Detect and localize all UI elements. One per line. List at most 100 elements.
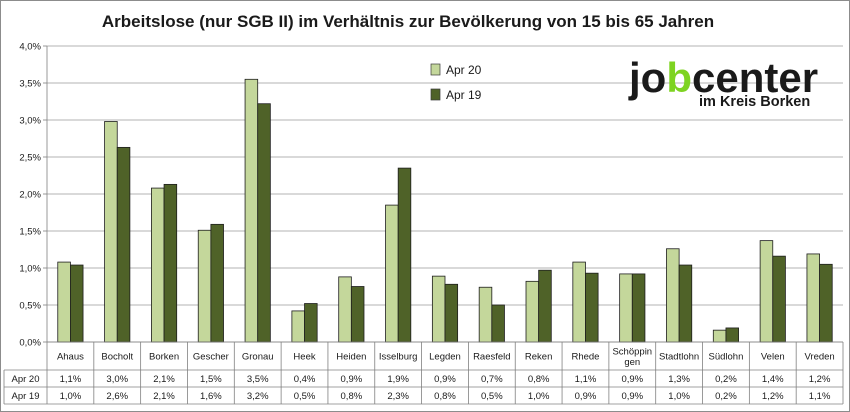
cell-apr-20-rhede: 1,1% bbox=[575, 374, 597, 385]
bar-apr-19-schoppingen bbox=[631, 273, 646, 343]
chart-title: Arbeitslose (nur SGB II) im Verhältnis z… bbox=[102, 12, 714, 31]
y-axis-ticks: 0,0% 0,5% 1,0% 1,5% 2,0% 2,5% 3,0% 3,5% 4,0% bbox=[19, 42, 41, 349]
bar-apr-20-ahaus bbox=[57, 261, 71, 343]
bar-apr-19-reken bbox=[538, 269, 552, 343]
jobcenter-logo: jobcenter im Kreis Borken bbox=[628, 54, 818, 110]
cell-apr-20-bocholt: 3,0% bbox=[106, 374, 128, 385]
cell-apr-19-vreden: 1,1% bbox=[809, 391, 831, 402]
category-label-bocholt: Bocholt bbox=[101, 352, 133, 363]
bar-apr-20-borken bbox=[151, 187, 165, 343]
cell-apr-20-ahaus: 1,1% bbox=[60, 374, 82, 385]
category-label-stadtlohn: Stadtlohn bbox=[659, 352, 699, 363]
cell-apr-19-stadtlohn: 1,0% bbox=[668, 391, 690, 402]
legend-swatch-apr-19 bbox=[430, 88, 441, 101]
category-label-borken: Borken bbox=[149, 352, 179, 363]
legend: Apr 20 Apr 19 bbox=[430, 63, 482, 102]
logo-b-accent: b bbox=[666, 54, 692, 101]
bar-apr-20-raesfeld bbox=[478, 286, 493, 343]
bar-apr-20-sudlohn bbox=[712, 329, 727, 343]
bar-apr-19-gronau bbox=[257, 103, 271, 343]
ytick-label-0: 0,0% bbox=[19, 338, 41, 349]
cell-apr-19-velen: 1,2% bbox=[762, 391, 784, 402]
bar-apr-19-borken bbox=[163, 183, 178, 343]
ytick-label-8: 4,0% bbox=[19, 42, 41, 53]
cell-apr-20-stadtlohn: 1,3% bbox=[668, 374, 690, 385]
bar-apr-20-legden bbox=[431, 275, 446, 343]
logo-wordmark: jobcenter bbox=[628, 54, 818, 101]
bar-apr-20-heek bbox=[291, 310, 305, 343]
cell-apr-19-isselburg: 2,3% bbox=[387, 391, 409, 402]
category-label-heiden: Heiden bbox=[336, 352, 366, 363]
cell-apr-19-schoppingen: 0,9% bbox=[621, 391, 643, 402]
category-label-gescher: Gescher bbox=[193, 352, 229, 363]
cell-apr-20-schoppingen: 0,9% bbox=[621, 374, 643, 385]
category-label-legden: Legden bbox=[429, 352, 461, 363]
cell-apr-19-gescher: 1,6% bbox=[200, 391, 222, 402]
bar-apr-19-isselburg bbox=[397, 167, 412, 343]
legend-label-apr-19: Apr 19 bbox=[446, 88, 482, 102]
cell-apr-20-heek: 0,4% bbox=[294, 374, 316, 385]
ytick-label-7: 3,5% bbox=[19, 79, 41, 90]
cell-apr-20-sudlohn: 0,2% bbox=[715, 374, 737, 385]
bar-apr-20-bocholt bbox=[104, 121, 118, 343]
cell-apr-20-isselburg: 1,9% bbox=[387, 374, 409, 385]
bar-apr-20-heiden bbox=[338, 276, 352, 343]
cell-apr-19-legden: 0,8% bbox=[434, 391, 456, 402]
cell-apr-20-borken: 2,1% bbox=[153, 374, 175, 385]
bar-apr-20-velen bbox=[759, 240, 774, 343]
bar-apr-19-heek bbox=[304, 303, 318, 343]
bar-apr-19-heiden bbox=[350, 286, 365, 343]
cell-apr-19-ahaus: 1,0% bbox=[60, 391, 82, 402]
ytick-label-5: 2,5% bbox=[19, 153, 41, 164]
data-table: Ahaus Bocholt Borken Gescher Gronau Heek Heide… bbox=[3, 341, 844, 405]
category-label-schoppingen: Schöppin gen bbox=[612, 346, 652, 368]
bar-apr-20-gronau bbox=[244, 78, 259, 343]
category-label-ahaus: Ahaus bbox=[57, 352, 84, 363]
category-label-vreden: Vreden bbox=[804, 352, 834, 363]
ytick-label-4: 2,0% bbox=[19, 190, 41, 201]
cell-apr-20-vreden: 1,2% bbox=[809, 374, 831, 385]
category-label-sudlohn: Südlohn bbox=[709, 352, 744, 363]
cell-apr-20-heiden: 0,9% bbox=[341, 374, 363, 385]
cell-apr-19-rhede: 0,9% bbox=[575, 391, 597, 402]
category-label-gronau: Gronau bbox=[242, 352, 274, 363]
bar-apr-20-rhede bbox=[572, 261, 586, 343]
bar-apr-19-stadtlohn bbox=[678, 264, 693, 343]
bar-apr-19-velen bbox=[772, 255, 786, 343]
legend-swatch-apr-20 bbox=[430, 63, 441, 76]
cell-apr-19-raesfeld: 0,5% bbox=[481, 391, 503, 402]
category-label-rhede: Rhede bbox=[571, 352, 599, 363]
cell-apr-20-raesfeld: 0,7% bbox=[481, 374, 503, 385]
cell-apr-19-borken: 2,1% bbox=[153, 391, 175, 402]
logo-subtitle: im Kreis Borken bbox=[699, 94, 810, 110]
bar-apr-20-isselburg bbox=[385, 204, 399, 343]
row-header-apr-19: Apr 19 bbox=[12, 391, 40, 402]
bar-apr-20-reken bbox=[525, 280, 540, 343]
cell-apr-19-reken: 1,0% bbox=[528, 391, 550, 402]
cell-apr-19-sudlohn: 0,2% bbox=[715, 391, 737, 402]
bar-apr-19-bocholt bbox=[116, 146, 131, 343]
ytick-label-6: 3,0% bbox=[19, 116, 41, 127]
bar-apr-19-legden bbox=[444, 283, 459, 343]
row-header-apr-20: Apr 20 bbox=[12, 374, 40, 385]
bar-apr-19-vreden bbox=[819, 263, 833, 343]
category-label-heek: Heek bbox=[293, 352, 315, 363]
ytick-label-3: 1,5% bbox=[19, 227, 41, 238]
bar-apr-19-raesfeld bbox=[491, 304, 505, 343]
ytick-label-2: 1,0% bbox=[19, 264, 41, 275]
category-label-reken: Reken bbox=[525, 352, 552, 363]
cell-apr-19-heiden: 0,8% bbox=[341, 391, 363, 402]
legend-label-apr-20: Apr 20 bbox=[446, 63, 482, 77]
logo-suffix: center bbox=[692, 54, 818, 101]
cell-apr-20-reken: 0,8% bbox=[528, 374, 550, 385]
cell-apr-20-gescher: 1,5% bbox=[200, 374, 222, 385]
bar-apr-20-vreden bbox=[806, 253, 820, 343]
bar-apr-19-rhede bbox=[585, 272, 599, 343]
cell-apr-20-gronau: 3,5% bbox=[247, 374, 269, 385]
bar-apr-19-ahaus bbox=[70, 264, 84, 343]
logo-prefix: jo bbox=[628, 54, 666, 101]
bar-apr-20-schoppingen bbox=[619, 273, 633, 343]
bars bbox=[57, 78, 833, 343]
